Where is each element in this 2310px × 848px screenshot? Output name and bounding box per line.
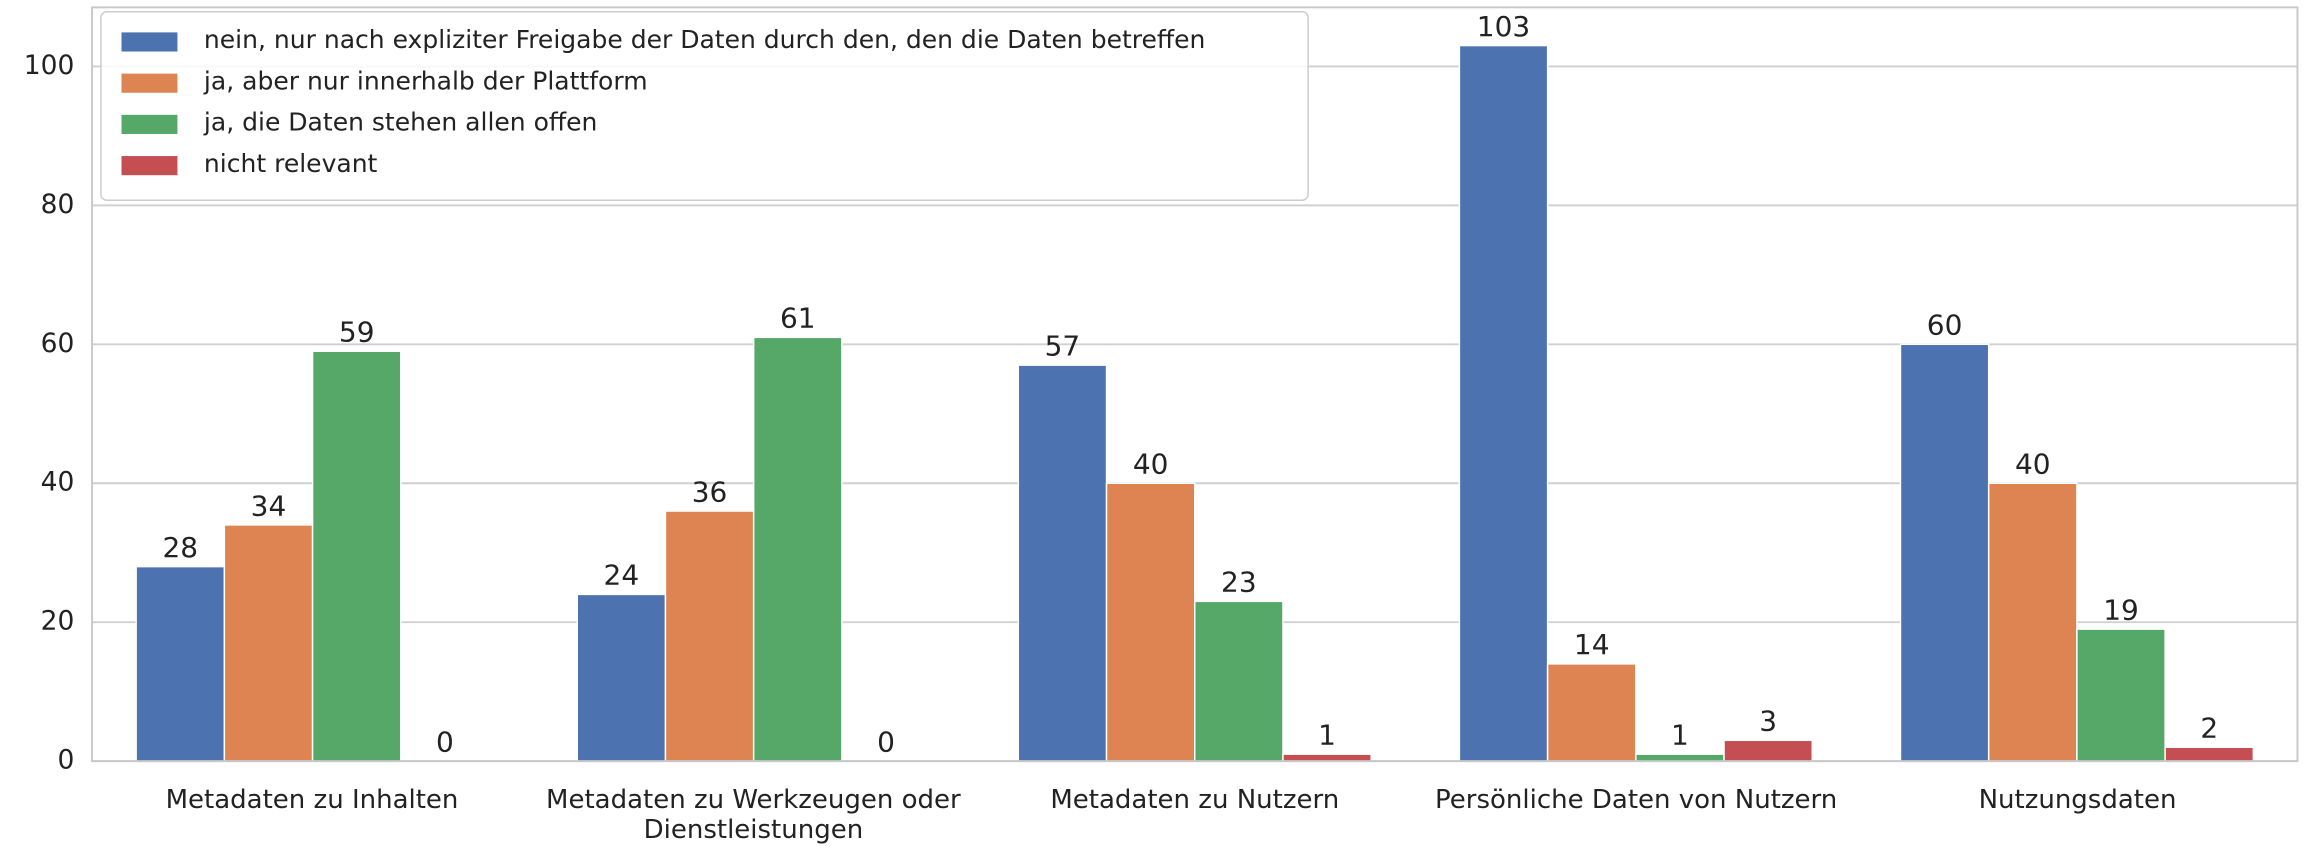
bar [2076, 628, 2166, 762]
legend-label: nicht relevant [204, 149, 378, 178]
bar [2164, 746, 2255, 762]
bar [1017, 364, 1108, 762]
data-label: 36 [692, 475, 728, 508]
data-label: 0 [436, 725, 454, 758]
data-label: 2 [2200, 712, 2218, 745]
x-tick-label: Metadaten zu Werkzeugen oder Dienstleist… [546, 785, 961, 846]
data-label: 3 [1759, 705, 1777, 738]
bar [1194, 600, 1284, 762]
data-label: 1 [1671, 719, 1689, 752]
y-tick-label: 60 [41, 328, 75, 359]
legend-swatch [121, 32, 178, 52]
x-tick-label: Nutzungsdaten [1978, 785, 2177, 816]
data-label: 24 [604, 559, 640, 592]
bar [1546, 663, 1637, 762]
data-label: 103 [1477, 10, 1530, 43]
data-label: 14 [1574, 628, 1610, 661]
data-label: 34 [251, 489, 287, 522]
x-tick-label: Metadaten zu Nutzern [1050, 785, 1340, 816]
bar [1458, 44, 1549, 762]
legend-swatch [121, 156, 178, 176]
plot-frame [91, 6, 2299, 763]
legend-box [100, 11, 1309, 201]
data-label: 60 [1927, 309, 1963, 342]
bar [1899, 343, 1990, 762]
data-label: 61 [780, 302, 816, 335]
bar [1105, 482, 1196, 762]
data-label: 0 [877, 725, 895, 758]
legend-swatch [121, 73, 178, 93]
y-tick-label: 20 [41, 606, 75, 637]
data-label: 1 [1318, 719, 1336, 752]
bar [664, 510, 755, 762]
bar [223, 524, 314, 762]
y-tick-label: 100 [24, 50, 75, 81]
bar [1635, 753, 1725, 762]
bar [311, 350, 402, 762]
bar [1987, 482, 2078, 762]
legend-label: nein, nur nach expliziter Freigabe der D… [204, 25, 1205, 54]
bar [576, 593, 667, 762]
data-label: 40 [2015, 448, 2051, 481]
legend-label: ja, aber nur innerhalb der Plattform [203, 66, 648, 95]
x-tick-label: Metadaten zu Inhalten [165, 785, 459, 816]
y-tick-label: 80 [41, 189, 75, 220]
data-label: 28 [162, 531, 198, 564]
legend-swatch [121, 114, 178, 134]
data-label: 40 [1133, 448, 1169, 481]
y-tick-label: 0 [58, 745, 75, 776]
legend-label: ja, die Daten stehen allen offen [203, 108, 597, 137]
data-label: 19 [2103, 593, 2139, 626]
bar [1723, 739, 1813, 762]
bar [752, 336, 843, 762]
bar [1282, 753, 1372, 762]
x-tick-label: Persönliche Daten von Nutzern [1435, 785, 1838, 816]
data-label: 57 [1045, 329, 1081, 362]
data-label: 23 [1221, 566, 1257, 599]
data-label: 59 [339, 316, 375, 349]
y-tick-label: 40 [41, 467, 75, 498]
bar [135, 565, 226, 762]
